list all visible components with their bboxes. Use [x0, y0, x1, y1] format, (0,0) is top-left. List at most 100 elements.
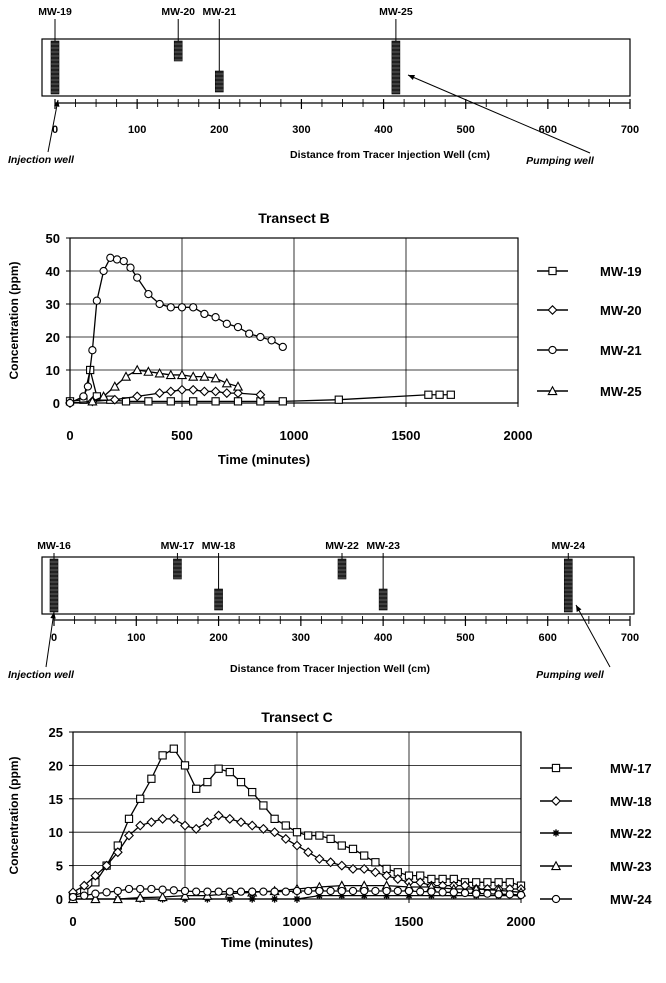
data-point-mw-24 [382, 886, 391, 896]
data-point-mw-24 [68, 892, 78, 902]
data-point-mw-21 [278, 342, 287, 352]
data-point-mw-17 [158, 751, 167, 760]
data-point-mw-20 [233, 388, 243, 399]
data-point-mw-24 [102, 888, 111, 897]
data-point-mw-25 [210, 372, 221, 383]
data-point-mw-24 [449, 888, 458, 897]
data-point-mw-20 [210, 386, 221, 397]
data-point-mw-18 [180, 820, 190, 831]
y-tick-label: 20 [46, 330, 60, 345]
data-point-mw-21 [144, 289, 153, 299]
well-label-mw-25: MW-25 [379, 6, 413, 18]
data-point-mw-25 [87, 395, 98, 406]
y-tick-label: 10 [46, 363, 60, 378]
data-point-mw-21 [83, 382, 93, 391]
data-point-mw-23 [112, 893, 123, 904]
y-tick-label: 50 [46, 231, 60, 246]
data-point-mw-17 [371, 858, 380, 867]
data-point-mw-17 [337, 841, 346, 850]
data-point-mw-24 [348, 886, 358, 896]
data-point-mw-17 [203, 777, 212, 787]
data-point-mw-18 [247, 820, 258, 831]
data-point-mw-21 [245, 329, 254, 338]
data-point-mw-20 [255, 389, 266, 400]
data-point-mw-19 [233, 397, 243, 406]
data-point-mw-24 [225, 887, 234, 896]
pumping-well-arrowhead [408, 75, 415, 81]
data-point-mw-18 [101, 860, 112, 871]
data-point-mw-22 [271, 895, 279, 903]
x-axis-label: Time (minutes) [221, 935, 313, 950]
data-point-mw-24 [337, 886, 346, 896]
well-screen-mw-22 [337, 558, 347, 580]
data-point-mw-18 [79, 880, 90, 891]
data-point-mw-17 [192, 784, 201, 793]
data-point-mw-25 [199, 371, 210, 381]
data-point-mw-25 [221, 377, 232, 388]
data-point-mw-21 [177, 303, 187, 312]
transect-b-chart: Transect B 0 500 1000 1500 2000 0 10 20 30 40 50 Tim… [7, 210, 642, 467]
data-point-mw-18 [370, 867, 381, 878]
distance-tick-label: 100 [128, 124, 146, 136]
x-tick-label: 1500 [392, 428, 421, 443]
data-point-mw-24 [248, 887, 257, 896]
data-point-mw-22 [293, 895, 301, 903]
data-point-mw-18 [359, 863, 370, 874]
well-label-mw-21: MW-21 [202, 6, 236, 18]
legend-label-mw-19: MW-19 [600, 264, 642, 279]
data-point-mw-24 [214, 887, 223, 896]
data-point-mw-24 [416, 887, 425, 896]
series-mw-21 [65, 253, 287, 408]
data-point-mw-17 [169, 744, 178, 753]
well-label-mw-20: MW-20 [161, 6, 195, 18]
data-point-mw-18 [90, 870, 101, 881]
data-point-mw-24 [494, 890, 503, 899]
data-point-mw-21 [65, 398, 75, 408]
legend-marker-mw-21 [548, 345, 557, 355]
series-mw-24 [68, 884, 526, 902]
injection-well-annotation: Injection well [8, 669, 75, 681]
x-tick-label: 2000 [504, 428, 533, 443]
distance-tick-label: 500 [457, 124, 475, 136]
data-point-mw-17 [136, 794, 145, 803]
well-label-mw-19: MW-19 [38, 6, 72, 18]
chart-title: Transect B [258, 210, 330, 226]
data-point-mw-23 [157, 891, 168, 902]
data-point-mw-21 [256, 332, 265, 342]
distance-tick-label: 700 [621, 124, 639, 136]
y-axis-label: Concentration (ppm) [7, 757, 21, 875]
data-point-mw-20 [165, 386, 176, 397]
data-point-mw-22 [248, 895, 256, 903]
data-point-mw-20 [199, 386, 210, 397]
legend-label-mw-17: MW-17 [610, 761, 652, 776]
data-point-mw-18 [392, 873, 403, 884]
distance-axis-label: Distance from Tracer Injection Well (cm) [290, 149, 490, 161]
y-tick-label: 5 [56, 859, 63, 874]
well-label-mw-16: MW-16 [37, 540, 71, 552]
data-point-mw-21 [155, 299, 164, 309]
series-mw-18 [68, 810, 526, 898]
data-point-mw-18 [135, 820, 146, 831]
data-point-mw-25 [165, 369, 176, 380]
data-point-mw-17 [124, 814, 134, 823]
data-point-mw-17 [236, 777, 246, 787]
data-point-mw-19 [446, 390, 455, 399]
distance-tick-label: 400 [374, 124, 392, 136]
legend-label-mw-21: MW-21 [600, 343, 642, 358]
data-point-mw-18 [269, 827, 280, 838]
data-point-mw-25 [232, 381, 244, 391]
data-point-mw-24 [326, 886, 335, 896]
data-point-mw-24 [371, 886, 380, 896]
well-screen-mw-16 [49, 558, 59, 613]
y-tick-label: 15 [49, 792, 63, 807]
data-point-mw-24 [315, 886, 324, 896]
data-point-mw-18 [168, 813, 179, 824]
data-point-mw-18 [191, 823, 202, 834]
well-label-mw-18: MW-18 [202, 540, 236, 552]
distance-axis-label: Distance from Tracer Injection Well (cm) [230, 663, 430, 675]
legend-marker-mw-22 [552, 829, 560, 837]
y-tick-label: 0 [56, 892, 63, 907]
legend-label-mw-18: MW-18 [610, 794, 652, 809]
data-point-mw-21 [106, 253, 115, 262]
